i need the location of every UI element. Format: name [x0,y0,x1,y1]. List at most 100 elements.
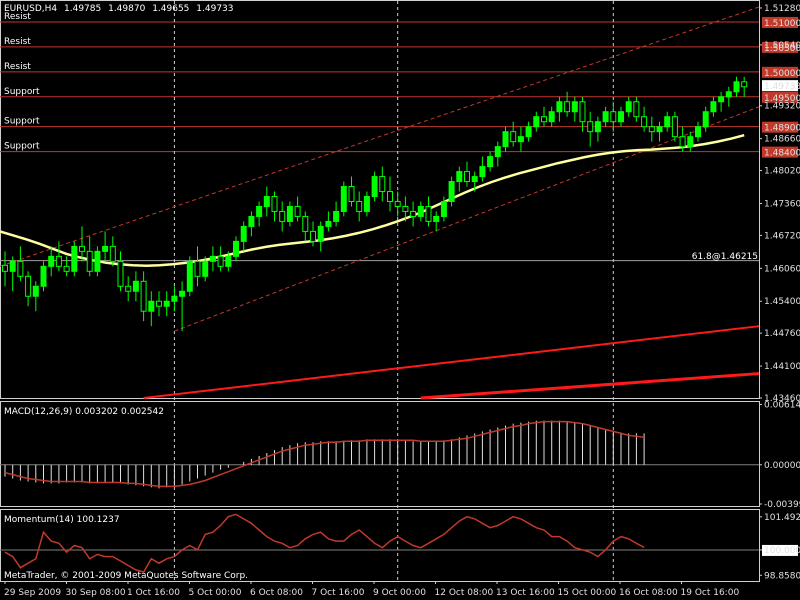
candle[interactable] [40,261,47,292]
candle[interactable] [464,161,470,187]
candle[interactable] [741,76,748,97]
candle[interactable] [648,116,655,142]
candle[interactable] [363,191,370,217]
candle[interactable] [594,116,601,142]
candle[interactable] [340,181,347,217]
candle[interactable] [525,121,532,142]
candle[interactable] [456,166,463,192]
candle[interactable] [502,126,509,152]
candle[interactable] [394,191,401,217]
candle[interactable] [487,151,494,172]
candle[interactable] [209,246,216,272]
candle[interactable] [294,196,301,222]
candle[interactable] [671,111,678,142]
candle[interactable] [687,131,694,152]
time-tick-label: 7 Oct 16:00 [312,588,365,598]
candle[interactable] [125,276,132,302]
candle[interactable] [263,186,270,217]
candle[interactable] [148,291,155,327]
candle[interactable] [248,211,255,237]
candle[interactable] [233,236,239,262]
candlesticks[interactable] [2,76,748,332]
candle[interactable] [618,106,624,127]
candle[interactable] [102,231,109,262]
candle[interactable] [32,281,39,312]
candle[interactable] [317,221,324,252]
candle[interactable] [240,221,247,252]
candle[interactable] [510,121,517,147]
candle[interactable] [356,191,363,222]
candle[interactable] [279,201,286,232]
candle[interactable] [440,196,447,222]
candle[interactable] [556,96,563,122]
candle[interactable] [94,246,101,277]
candle[interactable] [310,221,316,247]
candle[interactable] [425,196,432,227]
candle[interactable] [17,246,24,282]
candle[interactable] [217,246,224,272]
candle[interactable] [179,281,186,332]
candle[interactable] [533,111,540,132]
candle[interactable] [371,171,378,202]
candle[interactable] [171,286,178,312]
candle[interactable] [602,106,609,127]
candle[interactable] [571,96,578,122]
candle[interactable] [579,96,586,132]
candle[interactable] [471,171,478,192]
candle[interactable] [225,251,232,272]
candle[interactable] [140,271,147,322]
candle[interactable] [479,156,486,182]
candle[interactable] [63,256,70,277]
candle[interactable] [379,166,386,202]
candle[interactable] [163,291,170,317]
candle[interactable] [541,106,547,127]
candle[interactable] [587,111,594,147]
candle[interactable] [417,201,424,222]
candle[interactable] [625,96,632,117]
candle[interactable] [86,236,93,277]
candle[interactable] [186,256,193,297]
candle[interactable] [733,76,740,97]
candle[interactable] [194,246,201,287]
candle[interactable] [725,86,732,107]
candle[interactable] [109,236,116,267]
candle[interactable] [410,201,417,227]
candle[interactable] [48,246,55,277]
candle[interactable] [333,201,340,227]
candle[interactable] [348,176,355,207]
candle[interactable] [55,241,62,272]
candle[interactable] [517,126,524,152]
candle[interactable] [402,196,409,222]
candle[interactable] [79,226,85,262]
candle[interactable] [2,251,8,287]
candle[interactable] [433,211,440,232]
candle[interactable] [256,201,263,227]
candle[interactable] [633,96,640,122]
candle[interactable] [286,201,293,227]
candle[interactable] [710,96,717,117]
candle[interactable] [9,256,16,292]
candle[interactable] [202,256,209,282]
candle[interactable] [695,121,701,142]
candle[interactable] [718,91,725,112]
candle[interactable] [641,106,648,132]
candle[interactable] [548,106,555,127]
candle[interactable] [156,291,162,317]
candle[interactable] [702,106,709,132]
candle[interactable] [271,191,278,222]
candle[interactable] [610,101,617,132]
candle[interactable] [448,176,455,207]
candle[interactable] [494,141,501,167]
candle[interactable] [71,241,78,277]
candle[interactable] [387,176,393,212]
candle[interactable] [664,111,671,132]
candle[interactable] [325,211,332,232]
candle[interactable] [302,211,309,242]
candle[interactable] [656,121,663,142]
candle[interactable] [564,91,571,117]
candle[interactable] [132,271,139,302]
candle[interactable] [679,126,686,152]
candle[interactable] [25,271,32,307]
candle[interactable] [117,251,124,292]
